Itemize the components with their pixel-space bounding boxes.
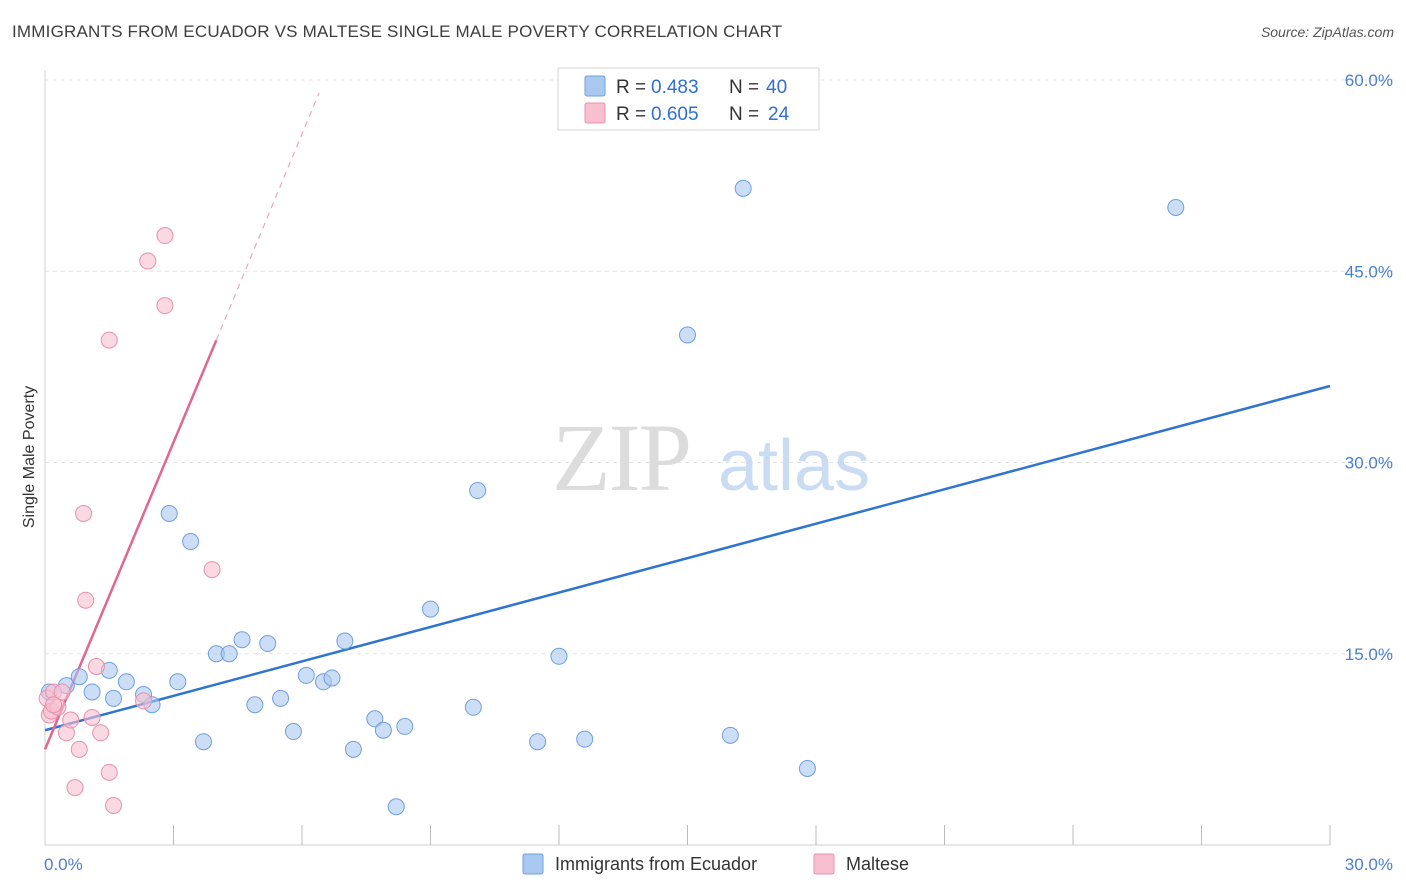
stats-n-label: N = [729,104,759,125]
stats-legend: R = 0.483 N = 40 R = 0.605 N = 24 [557,67,820,131]
point-ecuador [344,740,362,758]
point-ecuador [246,696,264,714]
point-ecuador [422,600,439,618]
point-ecuador [323,669,341,687]
point-ecuador [194,733,212,751]
bottom-legend: Immigrants from Ecuador Maltese [522,853,909,875]
stats-r-value: 0.483 [651,77,699,98]
point-ecuador [70,668,88,686]
point-ecuador [233,631,251,649]
point-ecuador [272,689,290,707]
point-ecuador [220,645,238,663]
point-ecuador [366,710,384,728]
point-ecuador [83,683,101,701]
point-maltese [53,683,71,701]
stats-swatch-ecuador [584,75,606,97]
stats-n-value: 24 [768,104,790,125]
point-maltese [203,561,221,579]
data-points [38,179,1185,816]
point-maltese [83,709,101,726]
point-maltese [135,692,153,710]
point-ecuador [734,179,752,197]
point-maltese [77,591,95,609]
point-ecuador [169,673,187,691]
point-ecuador [387,798,405,816]
point-maltese [70,740,88,758]
point-ecuador [284,723,302,741]
point-ecuador [160,505,178,522]
point-maltese [156,227,174,245]
point-ecuador [550,647,568,665]
point-ecuador [1167,199,1185,216]
y-tick-label: 30.0% [1345,454,1393,473]
x-ticks [173,825,1331,845]
point-maltese [87,658,105,675]
point-ecuador [297,666,315,684]
watermark-atlas: atlas [718,426,870,506]
point-maltese [100,763,118,781]
trend-line-maltese-extension [215,92,320,341]
point-maltese [62,711,80,729]
stats-n-value: 40 [766,77,787,98]
watermark-zip: ZIP [552,404,690,511]
legend-label-ecuador: Immigrants from Ecuador [555,854,757,874]
point-maltese [139,252,157,270]
point-ecuador [529,733,547,751]
point-ecuador [721,726,739,744]
point-ecuador [117,673,135,691]
point-maltese [66,779,84,797]
stats-r-label: R = [616,77,646,98]
y-tick-label: 60.0% [1345,71,1393,90]
y-tick-label: 15.0% [1345,645,1393,664]
point-ecuador [374,721,392,739]
x-tick-label-max: 30.0% [1345,855,1393,874]
point-ecuador [105,689,123,707]
point-ecuador [798,760,816,777]
point-ecuador [469,482,487,500]
chart-title: IMMIGRANTS FROM ECUADOR VS MALTESE SINGL… [12,22,783,41]
point-maltese [45,696,63,714]
stats-r-value: 0.605 [651,104,699,125]
point-maltese [156,297,174,315]
legend-swatch-ecuador [522,853,544,875]
point-ecuador [464,698,482,716]
point-maltese [105,796,123,814]
stats-n-label: N = [729,77,759,98]
point-maltese [100,331,118,349]
point-ecuador [259,635,277,653]
watermark: ZIP atlas [552,404,870,511]
trend-line-ecuador [44,384,1331,732]
point-ecuador [182,533,200,551]
y-axis-label: Single Male Poverty [21,386,38,528]
point-ecuador [336,632,354,650]
legend-swatch-maltese [813,853,835,875]
stats-r-label: R = [616,104,646,125]
point-ecuador [679,326,696,344]
point-ecuador [396,717,414,735]
x-tick-label-min: 0.0% [44,855,83,874]
y-tick-labels: 15.0% 30.0% 45.0% 60.0% [1345,71,1393,664]
stats-swatch-maltese [584,102,606,124]
point-maltese [75,505,93,522]
gridlines [45,79,1393,655]
legend-label-maltese: Maltese [846,854,909,874]
point-maltese [92,724,110,742]
point-ecuador [576,730,594,748]
y-tick-label: 45.0% [1345,262,1393,281]
source-label: Source: ZipAtlas.com [1260,24,1394,40]
